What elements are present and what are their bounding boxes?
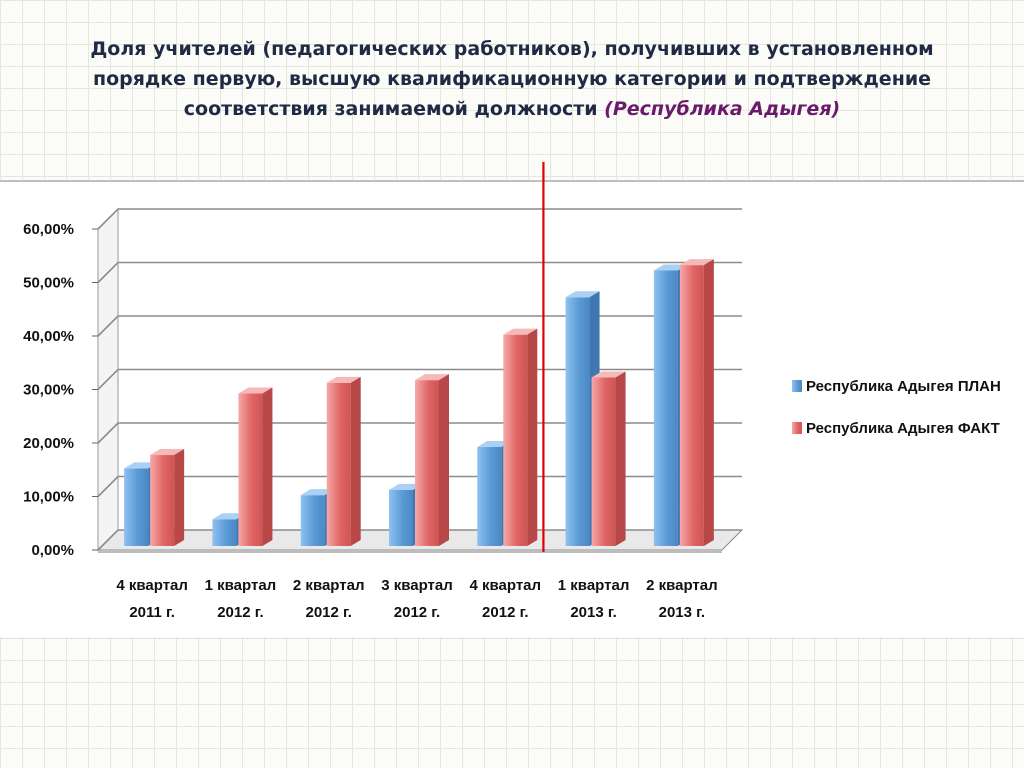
- bar-fact: [503, 328, 538, 546]
- x-tick-label-year: 2011 г.: [129, 604, 175, 621]
- x-tick-label-year: 2012 г.: [217, 604, 263, 621]
- x-tick-label-year: 2013 г.: [659, 604, 705, 621]
- x-tick-label: 2 квартал: [293, 577, 365, 594]
- bar-top: [653, 264, 688, 271]
- x-tick-label: 1 квартал: [205, 577, 277, 594]
- bar-side: [615, 371, 626, 546]
- bar-fact: [679, 259, 714, 546]
- bar-side: [174, 449, 185, 546]
- bar-top: [415, 374, 449, 381]
- x-tick-label-year: 2012 г.: [482, 604, 528, 621]
- bar-front: [565, 297, 590, 546]
- y-tick-label: 50,00%: [23, 275, 74, 292]
- bar-front: [389, 489, 413, 546]
- chart-title: Доля учителей (педагогических работников…: [40, 34, 984, 124]
- bar-top: [565, 291, 600, 298]
- bar-front: [653, 270, 678, 546]
- x-tick-label: 1 квартал: [558, 577, 630, 594]
- bar-top: [503, 328, 538, 335]
- bar-front: [503, 334, 528, 546]
- legend-label: Республика Адыгея ПЛАН: [806, 378, 1001, 395]
- bar-fact: [415, 374, 449, 546]
- y-tick-label: 30,00%: [23, 382, 74, 399]
- x-tick-label: 3 квартал: [381, 577, 453, 594]
- y-tick-label: 10,00%: [23, 489, 74, 506]
- bar-fact: [238, 387, 273, 546]
- bar-side: [703, 259, 714, 546]
- bar-top: [238, 387, 273, 394]
- bar-front: [477, 447, 502, 546]
- bar-top: [679, 259, 714, 266]
- x-tick-label-year: 2013 г.: [570, 604, 616, 621]
- bar-front: [326, 382, 351, 546]
- bar-front: [238, 393, 263, 546]
- bar-top: [326, 376, 361, 383]
- x-tick-label-year: 2012 г.: [394, 604, 440, 621]
- x-tick-label-year: 2012 г.: [305, 604, 351, 621]
- bar-front: [591, 377, 616, 546]
- gridline: [97, 315, 742, 337]
- title-line-3: соответствия занимаемой должности (Респу…: [40, 94, 984, 124]
- gridline: [97, 208, 742, 230]
- bar-top: [591, 371, 626, 378]
- title-line-3-main: соответствия занимаемой должности: [183, 98, 605, 120]
- bar-fact: [150, 449, 185, 546]
- title-line-1: Доля учителей (педагогических работников…: [90, 38, 934, 60]
- legend: Республика Адыгея ПЛАН Республика Адыгея …: [792, 378, 1001, 437]
- gridline: [97, 261, 742, 284]
- bar-side: [527, 328, 538, 546]
- title-region: (Республика Адыгея): [604, 98, 841, 120]
- bar-front: [415, 380, 439, 546]
- bars-layer: [124, 259, 714, 546]
- y-tick-label: 0,00%: [31, 542, 74, 559]
- y-tick-label: 60,00%: [23, 221, 74, 238]
- legend-label: Республика Адыгея ФАКТ: [806, 420, 1000, 437]
- bar-top: [477, 441, 512, 448]
- bar-front: [212, 519, 237, 546]
- floor-edge: [98, 550, 722, 553]
- bar-fact: [326, 376, 361, 546]
- bar-front: [679, 265, 704, 546]
- y-tick-label: 20,00%: [23, 435, 74, 452]
- x-tick-label: 2 квартал: [646, 577, 718, 594]
- bar-top: [124, 462, 159, 469]
- x-tick-label: 4 квартал: [116, 577, 188, 594]
- bar-top: [389, 483, 423, 490]
- y-tick-label: 40,00%: [23, 328, 74, 345]
- labels-layer: 0,00% 10,00% 20,00% 30,00% 40,00% 50,00% 60,00…: [23, 162, 718, 621]
- title-line-2: порядке первую, высшую квалификационную …: [92, 68, 932, 90]
- bar-front: [124, 468, 149, 546]
- bar-top: [300, 489, 335, 496]
- legend-swatch: [792, 422, 802, 434]
- bar-front: [150, 455, 175, 546]
- bar-top: [212, 513, 247, 520]
- bar-top: [150, 449, 185, 456]
- bar-front: [300, 495, 325, 546]
- bar-side: [262, 387, 273, 546]
- legend-swatch: [792, 380, 802, 392]
- bar-side: [439, 374, 449, 546]
- bar-fact: [591, 371, 626, 546]
- x-tick-label: 4 квартал: [469, 577, 541, 594]
- bar-side: [350, 376, 361, 546]
